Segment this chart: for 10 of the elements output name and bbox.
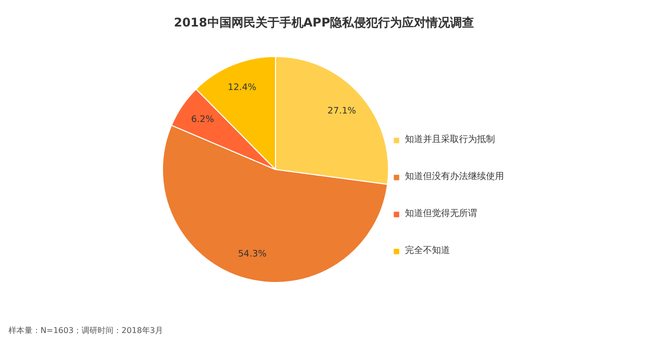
legend-label: 知道但没有办法继续使用 (405, 170, 504, 183)
legend-label: 知道并且采取行为抵制 (405, 134, 495, 146)
data-label: 54.3% (238, 250, 267, 260)
data-label: 12.4% (228, 82, 257, 93)
text: 样本量：N=1603；调研时间：2018年3月 (8, 326, 163, 335)
chart-title: 2018中国网民关于手机APP隐私侵犯行为应对情况调查 (174, 16, 474, 30)
data-label: 27.1% (328, 106, 357, 116)
legend-label: 完全不知道 (405, 244, 450, 257)
legend-label: 知道但觉得无所谓 (405, 208, 477, 220)
data-label: 6.2% (191, 114, 214, 125)
